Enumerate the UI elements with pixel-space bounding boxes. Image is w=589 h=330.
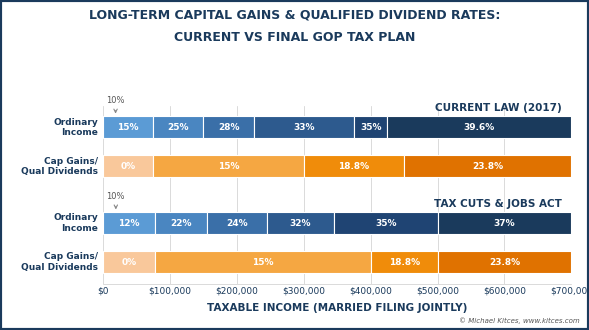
Text: Ordinary
Income: Ordinary Income [54,214,98,233]
Bar [438,212,571,234]
Bar [103,155,153,177]
Text: 23.8%: 23.8% [472,162,503,171]
Bar [438,251,571,273]
Bar [404,155,571,177]
Text: 15%: 15% [218,162,239,171]
Text: 24%: 24% [226,219,248,228]
Text: Cap Gains/
Qual Dividends: Cap Gains/ Qual Dividends [21,156,98,176]
Text: TAX CUTS & JOBS ACT: TAX CUTS & JOBS ACT [434,199,562,209]
Text: Ordinary
Income: Ordinary Income [54,118,98,137]
Bar [155,212,207,234]
X-axis label: TAXABLE INCOME (MARRIED FILING JOINTLY): TAXABLE INCOME (MARRIED FILING JOINTLY) [207,303,468,313]
Text: LONG-TERM CAPITAL GAINS & QUALIFIED DIVIDEND RATES:: LONG-TERM CAPITAL GAINS & QUALIFIED DIVI… [89,8,500,21]
Bar [207,212,267,234]
Text: 22%: 22% [170,219,191,228]
Bar [370,251,438,273]
Bar [155,251,370,273]
Bar [203,116,254,138]
Bar [153,155,304,177]
Text: 0%: 0% [121,162,135,171]
Text: 33%: 33% [293,123,315,132]
Bar [388,116,571,138]
Bar [254,116,354,138]
Text: 23.8%: 23.8% [489,257,520,267]
Text: Cap Gains/
Qual Dividends: Cap Gains/ Qual Dividends [21,252,98,272]
Bar [267,212,334,234]
Bar [103,212,155,234]
Text: 15%: 15% [117,123,139,132]
Text: 0%: 0% [121,257,137,267]
Text: 12%: 12% [118,219,140,228]
Text: 28%: 28% [218,123,239,132]
Text: 39.6%: 39.6% [464,123,495,132]
Bar [153,116,203,138]
Text: 32%: 32% [290,219,311,228]
Bar [304,155,404,177]
Text: CURRENT LAW (2017): CURRENT LAW (2017) [435,103,562,113]
Text: 10%: 10% [106,96,125,113]
Text: 10%: 10% [107,192,125,208]
Bar [354,116,388,138]
Text: 18.8%: 18.8% [338,162,369,171]
Text: 35%: 35% [360,123,382,132]
Text: 25%: 25% [168,123,189,132]
Bar [103,116,153,138]
Text: 18.8%: 18.8% [389,257,419,267]
Bar [103,251,155,273]
Text: 37%: 37% [494,219,515,228]
Text: 15%: 15% [252,257,273,267]
Bar [334,212,438,234]
Text: © Michael Kitces, www.kitces.com: © Michael Kitces, www.kitces.com [459,317,580,324]
Text: CURRENT VS FINAL GOP TAX PLAN: CURRENT VS FINAL GOP TAX PLAN [174,31,415,44]
Text: 35%: 35% [375,219,396,228]
